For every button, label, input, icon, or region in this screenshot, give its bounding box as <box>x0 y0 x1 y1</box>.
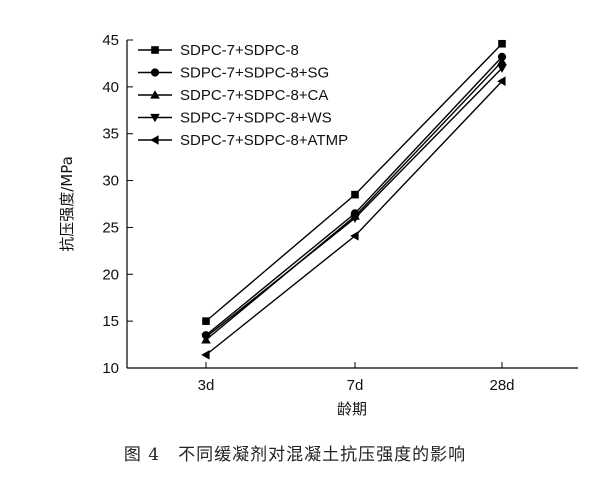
data-point <box>201 350 210 360</box>
y-tick-label: 45 <box>102 32 119 49</box>
y-tick-label: 35 <box>102 126 119 143</box>
plot-area <box>126 40 578 369</box>
legend-item: SDPC-7+SDPC-8+WS <box>138 110 332 127</box>
y-tick-label: 15 <box>102 313 119 330</box>
legend-marker <box>150 90 160 99</box>
data-point <box>202 317 210 325</box>
data-point <box>350 231 359 241</box>
y-tick-label: 10 <box>102 360 119 377</box>
legend-label: SDPC-7+SDPC-8+SG <box>180 65 329 82</box>
series-5 <box>201 76 506 360</box>
series-line <box>205 43 503 322</box>
data-point <box>201 333 211 342</box>
data-point <box>351 190 359 199</box>
data-point <box>350 214 360 223</box>
x-axis-title: 龄期 <box>337 400 367 418</box>
x-tick-label: 3d <box>198 377 215 394</box>
data-point <box>498 39 506 48</box>
series-1 <box>202 39 506 325</box>
x-tick-label: 28d <box>489 377 514 394</box>
data-point <box>497 64 507 73</box>
y-axis-title: 抗压强度/MPa <box>58 156 76 252</box>
legend-marker <box>151 46 159 54</box>
data-point <box>497 76 506 87</box>
legend-item: SDPC-7+SDPC-8 <box>138 42 299 59</box>
series-4 <box>201 64 507 342</box>
legend-item: SDPC-7+SDPC-8+ATMP <box>138 132 348 149</box>
x-tick-label: 7d <box>347 377 364 394</box>
legend: SDPC-7+SDPC-8 SDPC-7+SDPC-8+SG SDPC-7+SDPC… <box>138 42 348 149</box>
legend-marker <box>150 68 160 77</box>
legend-marker <box>150 135 159 145</box>
y-axis-ticks: 10 15 20 25 30 35 40 45 <box>102 32 133 377</box>
x-axis-ticks: 3d 7d 28d <box>198 362 515 394</box>
y-tick-label: 25 <box>102 219 119 236</box>
series-layer <box>201 39 507 360</box>
legend-item: SDPC-7+SDPC-8+SG <box>138 65 329 82</box>
legend-label: SDPC-7+SDPC-8 <box>180 42 299 59</box>
y-tick-label: 40 <box>102 79 119 96</box>
figure-caption: 图 4 不同缓凝剂对混凝土抗压强度的影响 <box>123 445 467 465</box>
data-point <box>497 56 507 66</box>
y-tick-label: 30 <box>102 173 119 190</box>
legend-label: SDPC-7+SDPC-8+WS <box>180 110 332 127</box>
legend-marker <box>150 113 160 123</box>
y-tick-label: 20 <box>102 266 119 283</box>
legend-item: SDPC-7+SDPC-8+CA <box>138 87 328 104</box>
legend-label: SDPC-7+SDPC-8+ATMP <box>180 132 348 149</box>
legend-label: SDPC-7+SDPC-8+CA <box>180 87 328 104</box>
